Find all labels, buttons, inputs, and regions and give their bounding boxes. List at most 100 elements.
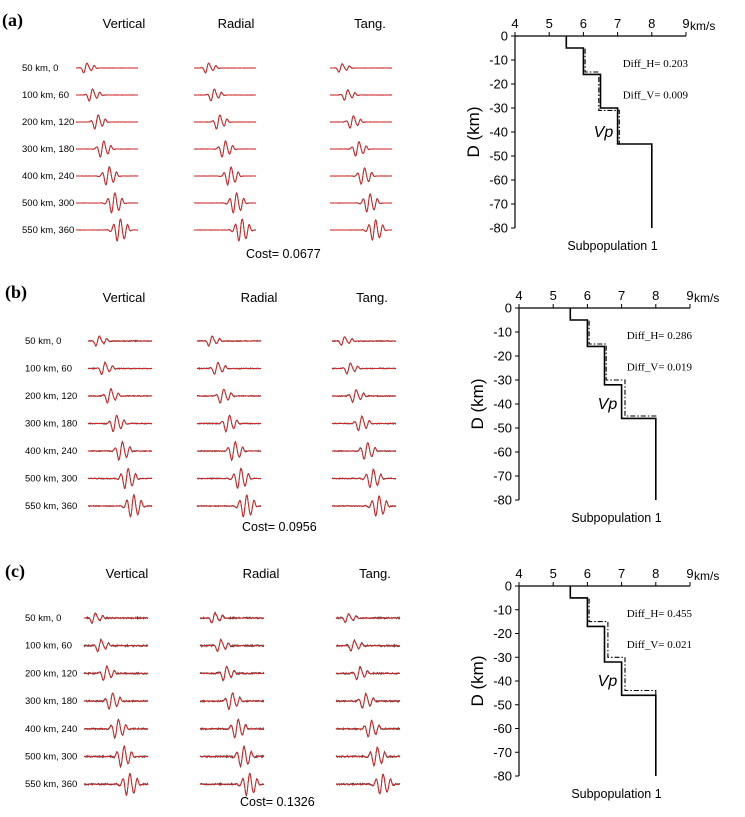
x-tick-label: 5 [550,566,557,581]
x-tick-label: 6 [584,288,591,303]
synthetic-trace [196,335,262,347]
vp-true-line [565,36,653,228]
vp-true-line [569,586,657,776]
synthetic-trace [83,612,149,624]
y-tick-label: -40 [493,674,512,689]
y-tick-label: -70 [493,469,512,484]
x-tick-label: 4 [511,16,518,31]
synthetic-trace [330,63,392,73]
synthetic-trace [83,719,149,739]
component-header: Vertical [106,566,149,581]
panel-label: (a) [2,10,23,31]
synthetic-trace [84,665,148,682]
synthetic-trace [330,167,393,185]
synthetic-trace [75,140,138,158]
chart-subtitle: Subpopulation 1 [567,239,657,253]
station-label: 300 km, 180 [25,419,77,430]
x-tick-label: 6 [584,566,591,581]
y-tick-label: -70 [493,745,512,760]
y-tick-label: -40 [493,397,512,412]
vp-chart-0: 4 5 6 7 8 9 km/s 0 -10 -20 -30 -40 -50 -60 -70 -80 D (km… [464,16,715,253]
synthetic-trace [83,692,149,710]
y-tick-label: -70 [489,197,508,212]
station-label: 500 km, 300 [25,752,77,763]
synthetic-trace [329,219,393,241]
synthetic-trace [197,468,261,489]
component-header: Tang. [354,16,386,31]
station-label: 500 km, 300 [25,474,77,485]
diff-v-value: Diff_V= 0.009 [623,89,689,101]
x-tick-label: 4 [515,288,522,303]
synthetic-trace [76,218,138,242]
vp-true-line [569,308,657,500]
diff-v-value: Diff_V= 0.019 [627,361,693,373]
x-tick-label: 7 [614,16,621,31]
synthetic-trace [88,441,152,461]
y-axis-label: D (km) [468,656,487,707]
y-tick-label: -10 [493,325,512,340]
synthetic-trace [336,640,401,652]
y-tick-label: -40 [489,125,508,140]
synthetic-trace [87,388,152,404]
y-tick-label: 0 [501,29,508,44]
y-tick-label: -60 [493,721,512,736]
synthetic-trace [196,494,262,518]
x-tick-label: 9 [682,16,689,31]
x-tick-label: 5 [546,16,553,31]
synthetic-trace [194,218,256,242]
y-tick-label: 0 [505,579,512,594]
component-header: Tang. [356,290,388,305]
x-unit-label: km/s [694,291,719,305]
x-tick-label: 8 [652,288,659,303]
synthetic-trace [194,140,257,158]
station-label: 550 km, 360 [22,225,74,236]
panel-label: (b) [5,282,27,303]
station-label: 400 km, 240 [25,724,77,735]
synthetic-trace [87,335,152,347]
synthetic-trace [197,414,261,433]
x-unit-label: km/s [694,569,719,583]
synthetic-trace [193,88,256,102]
station-label: 400 km, 240 [22,171,74,182]
y-tick-label: -50 [489,149,508,164]
station-label: 300 km, 180 [22,144,74,155]
synthetic-trace [199,638,264,653]
synthetic-trace [335,693,401,709]
synthetic-trace [336,666,401,681]
chart-subtitle: Subpopulation 1 [571,511,661,525]
y-tick-label: -20 [493,349,512,364]
station-label: 50 km, 0 [25,613,61,624]
synthetic-trace [199,719,265,739]
station-label: 200 km, 120 [22,117,74,128]
synthetic-trace [194,114,257,130]
x-tick-label: 9 [686,566,693,581]
synthetic-trace [200,745,265,767]
component-header: Radial [218,16,255,31]
vp-label: Vp [594,124,614,141]
synthetic-trace [331,389,397,403]
synthetic-trace [76,88,138,102]
vp-chart-1: 4 5 6 7 8 9 km/s 0 -10 -20 -30 -40 -50 -60 -70 -80 D (km… [468,288,719,525]
diff-h-value: Diff_H= 0.286 [627,330,693,342]
y-tick-label: -80 [489,221,508,236]
synthetic-trace [200,772,264,796]
synthetic-trace [330,115,392,129]
y-tick-label: -80 [493,493,512,508]
synthetic-trace [335,613,401,624]
station-label: 200 km, 120 [25,668,77,679]
synthetic-trace [197,388,262,404]
y-tick-label: -30 [493,650,512,665]
synthetic-trace [329,141,393,157]
station-label: 550 km, 360 [25,779,77,790]
station-label: 100 km, 60 [22,90,69,101]
synthetic-trace [335,773,401,795]
synthetic-trace [196,362,262,375]
synthetic-trace [87,415,153,432]
x-tick-label: 9 [686,288,693,303]
panel-2: (c) Vertical Radial Tang. 50 km, 0 100 km, 60… [5,561,401,809]
cost-value: Cost= 0.0956 [242,520,317,534]
cost-value: Cost= 0.1326 [240,795,315,809]
synthetic-trace [335,746,401,767]
x-tick-label: 8 [652,566,659,581]
